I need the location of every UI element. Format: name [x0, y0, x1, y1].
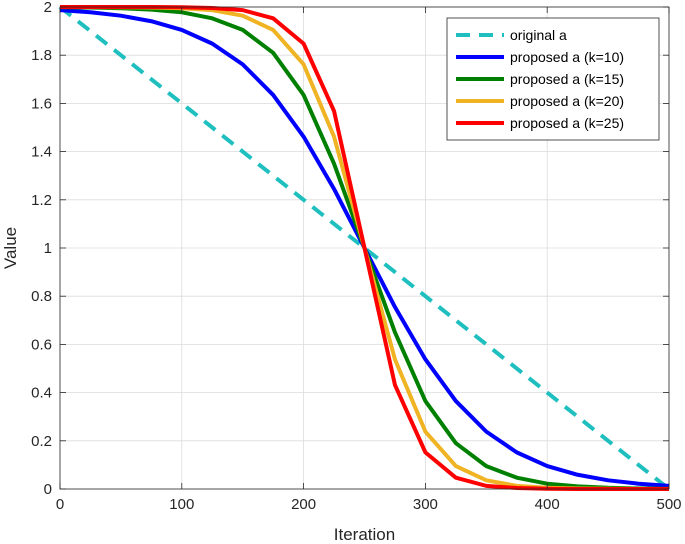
legend-label-2: proposed a (k=15) [510, 71, 624, 87]
y-tick-label: 2 [44, 0, 52, 16]
y-tick-label: 1.8 [31, 47, 52, 64]
tick-labels: 0 100 200 300 400 500 0 0.2 0.4 0.6 0.8 1 1.2 1.4 1.6 1… [31, 0, 681, 513]
x-axis-label: Iteration [334, 525, 395, 544]
y-tick-label: 1.4 [31, 144, 52, 161]
y-tick-label: 1 [44, 240, 52, 257]
y-tick-label: 1.2 [31, 192, 52, 209]
legend-label-1: proposed a (k=10) [510, 49, 624, 65]
x-tick-label: 400 [535, 496, 560, 513]
x-tick-label: 100 [169, 496, 194, 513]
x-tick-label: 300 [413, 496, 438, 513]
y-tick-label: 0.6 [31, 336, 52, 353]
legend: original a proposed a (k=10) proposed a (k… [446, 17, 660, 141]
legend-label-0: original a [510, 27, 567, 43]
legend-label-4: proposed a (k=25) [510, 115, 624, 131]
y-tick-label: 1.6 [31, 95, 52, 112]
y-axis-label: Value [1, 227, 20, 269]
y-tick-label: 0.8 [31, 288, 52, 305]
x-tick-label: 0 [56, 496, 64, 513]
y-tick-label: 0 [44, 481, 52, 498]
y-tick-label: 0.4 [31, 385, 52, 402]
x-tick-label: 200 [291, 496, 316, 513]
x-tick-label: 500 [656, 496, 681, 513]
legend-label-3: proposed a (k=20) [510, 93, 624, 109]
y-tick-label: 0.2 [31, 433, 52, 450]
series-line-0 [58, 5, 671, 491]
axis-ticks [59, 6, 670, 490]
